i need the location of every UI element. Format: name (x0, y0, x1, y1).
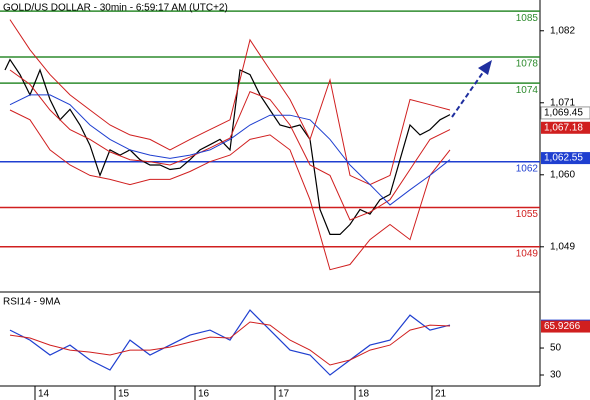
y-tick-label: 1,049 (550, 241, 575, 252)
x-tick-label: 16 (198, 389, 210, 400)
series-line (9, 321, 451, 366)
series-line (9, 69, 451, 221)
price-badge (541, 121, 590, 134)
level-label: 1049 (516, 248, 539, 259)
forecast-arrow (451, 60, 492, 118)
level-label: 1062 (516, 163, 539, 174)
x-tick-label: 17 (278, 389, 290, 400)
series-line (9, 309, 451, 376)
x-tick-label: 21 (435, 389, 447, 400)
y-tick-label: 50 (550, 343, 562, 354)
y-tick-label: 30 (550, 370, 562, 381)
series-line (9, 94, 451, 206)
price-badge-label: 1,067.18 (544, 122, 583, 133)
price-badge-label: 1,062.55 (544, 153, 583, 164)
y-tick-label: 1,060 (550, 169, 575, 180)
series-line (9, 19, 451, 186)
arrow-shaft (451, 67, 487, 118)
y-tick-label: 1,082 (550, 25, 575, 36)
x-tick-label: 14 (38, 389, 50, 400)
plot-layer: 1,082 1,071 1,060 1,049 14 15 16 17 18 21 1085 1078… (0, 10, 590, 400)
rsi-title: RSI14 - 9MA (3, 297, 61, 308)
price-badge-label: 1,069.45 (544, 108, 583, 119)
level-label: 1074 (516, 85, 539, 96)
series-line (9, 109, 451, 271)
y-tick-label: 1,071 (550, 97, 575, 108)
price-badge (541, 152, 590, 165)
x-tick-label: 18 (358, 389, 370, 400)
price-badge (540, 106, 590, 120)
arrow-head (478, 60, 492, 75)
x-tick-label: 15 (118, 389, 130, 400)
price-badge-label: 65.9266 (544, 321, 581, 332)
level-label: 1055 (516, 209, 539, 220)
level-label: 1085 (516, 13, 539, 24)
price-badge (541, 320, 590, 333)
chart-title: GOLD/US DOLLAR - 30min - 6:59:17 AM (UTC… (3, 3, 228, 14)
level-label: 1078 (516, 59, 539, 70)
series-line (4, 58, 451, 235)
